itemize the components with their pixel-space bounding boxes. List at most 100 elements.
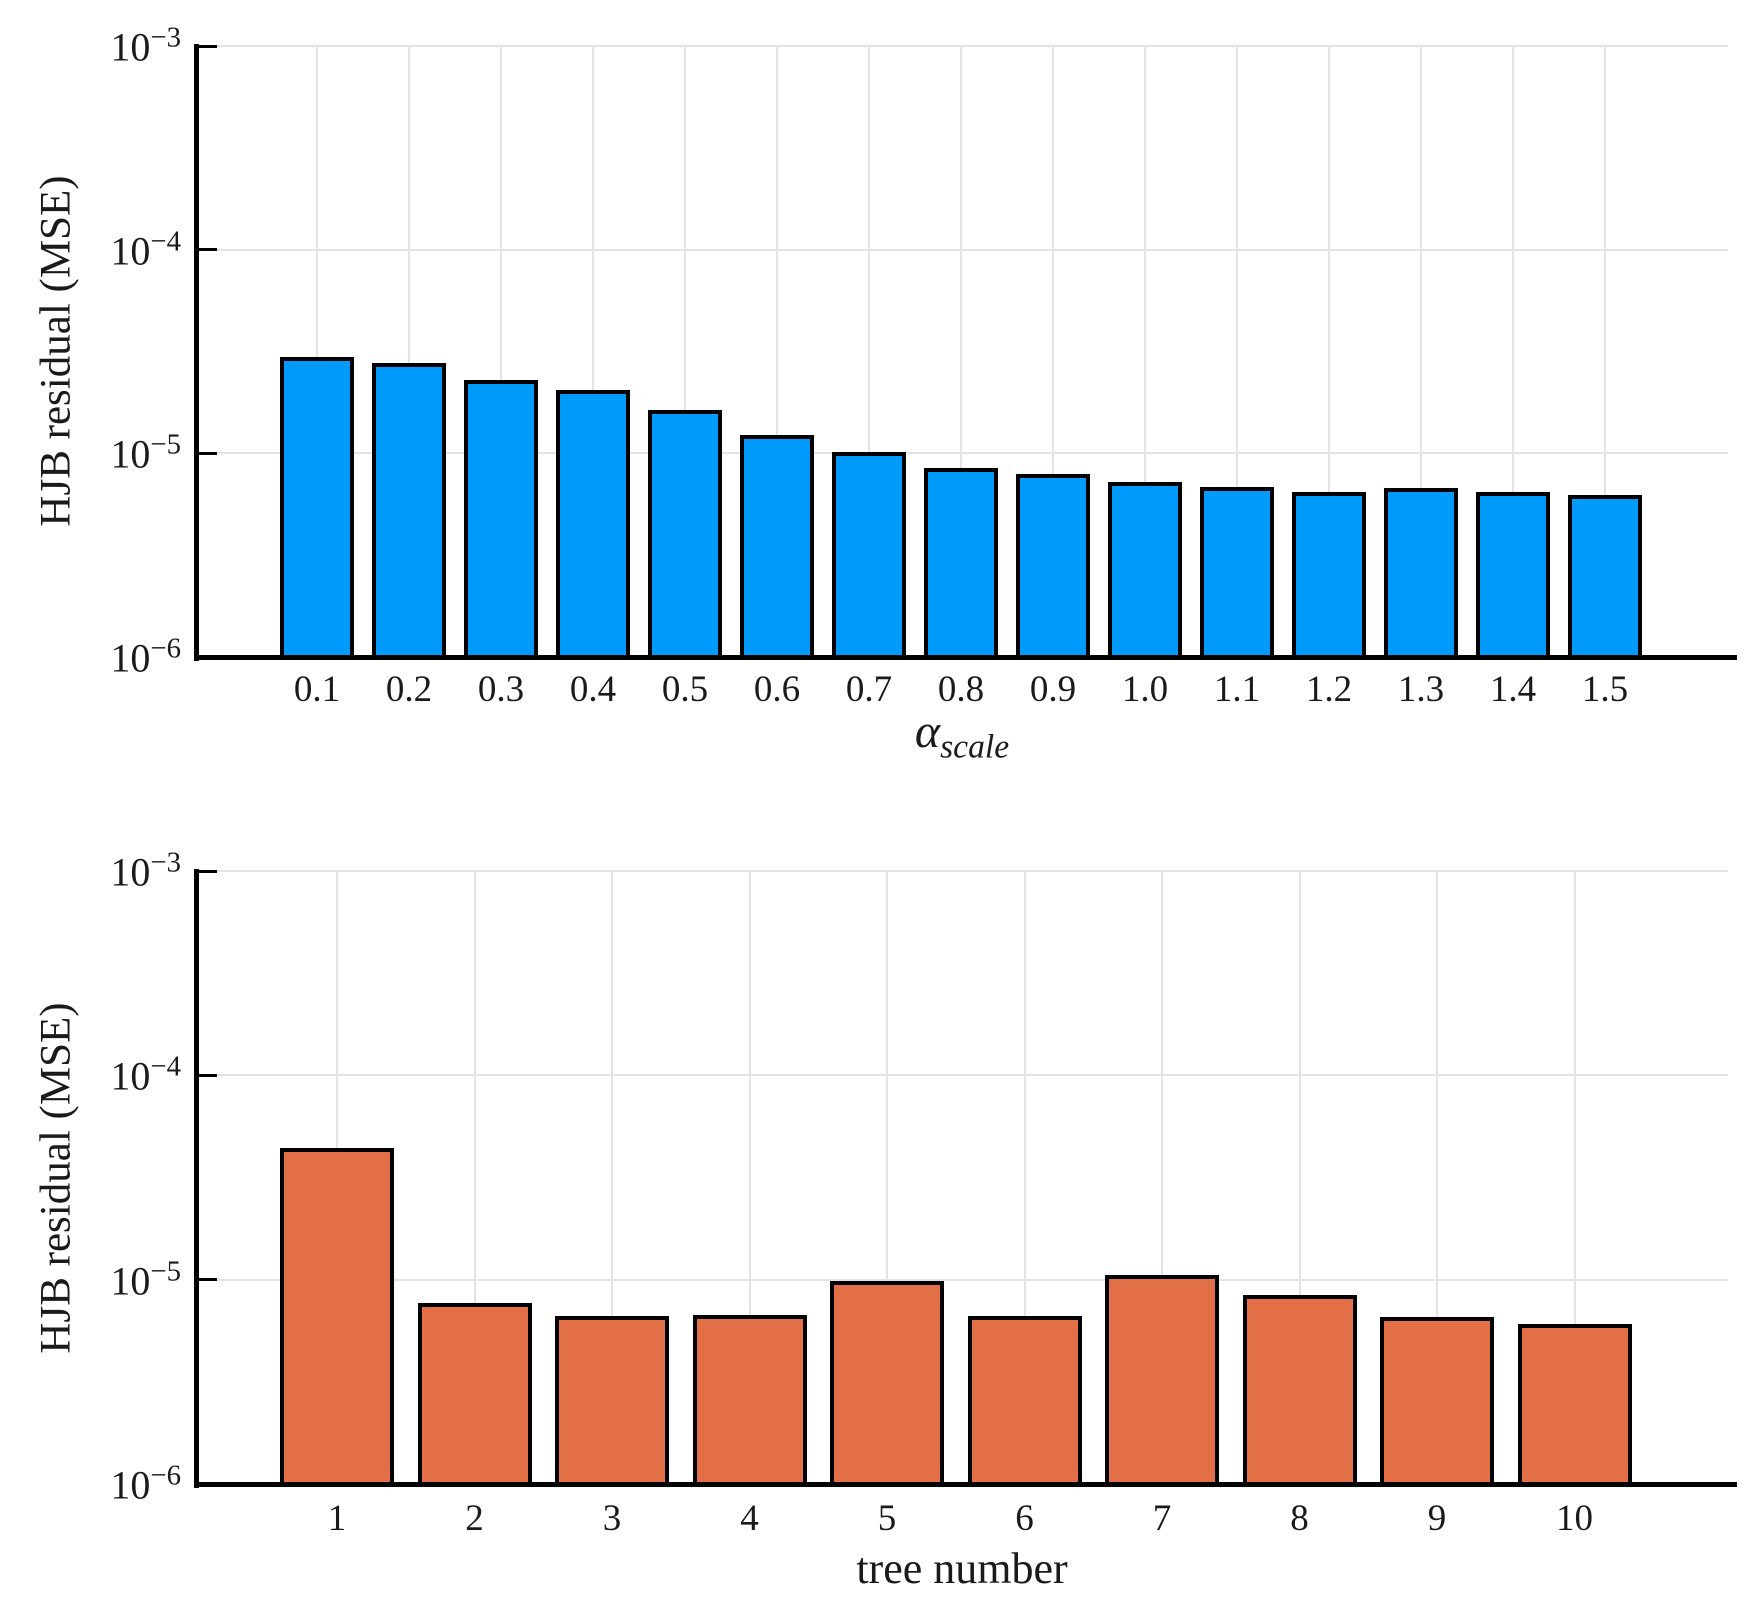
y-tick	[197, 248, 217, 252]
bar-10	[1517, 1324, 1632, 1486]
alpha-subscript: scale	[940, 728, 1010, 766]
x-tick-label: 10	[1556, 1498, 1593, 1539]
bar-0.5	[648, 409, 722, 659]
bar-1	[280, 1148, 394, 1486]
y-tick-exponent: −4	[150, 1050, 181, 1083]
v-gridline	[500, 46, 502, 657]
h-gridline	[197, 248, 1728, 251]
v-gridline	[1298, 871, 1301, 1484]
x-tick-label: 4	[740, 1498, 759, 1539]
x-tick-label: 5	[877, 1498, 897, 1539]
bar-9	[1380, 1317, 1494, 1486]
v-gridline	[473, 871, 476, 1484]
y-tick-exponent: −5	[150, 428, 181, 461]
y-tick-label: 10−5	[110, 1255, 181, 1304]
x-tick-label: 0.4	[569, 669, 617, 710]
h-gridline	[197, 1278, 1728, 1281]
bar-0.8	[924, 467, 998, 659]
v-gridline	[776, 46, 778, 657]
x-tick-label: 9	[1427, 1498, 1447, 1539]
x-tick-label: 6	[1015, 1498, 1034, 1539]
h-gridline	[197, 45, 1728, 47]
y-tick	[197, 44, 217, 48]
x-tick-label: 1.3	[1397, 669, 1445, 710]
bar-0.9	[1016, 474, 1090, 659]
y-tick-exponent: −3	[150, 846, 181, 879]
x-tick-label: 0.6	[753, 669, 801, 710]
y-tick-mantissa: 10	[110, 431, 151, 477]
bar-0.1	[280, 357, 354, 659]
v-gridline	[748, 871, 751, 1484]
v-gridline	[1512, 46, 1514, 657]
x-tick-label: 7	[1152, 1498, 1172, 1539]
x-axis-label-alpha-scale: αscale	[915, 704, 1009, 767]
x-axis-line	[194, 655, 1737, 660]
y-tick-mantissa: 10	[110, 1258, 151, 1304]
bar-1.5	[1568, 495, 1642, 659]
x-tick-label: 1.5	[1581, 669, 1629, 710]
x-tick-label: 1	[327, 1498, 347, 1539]
y-axis-label: HJB residual (MSE)	[32, 1002, 80, 1354]
bar-1.3	[1384, 488, 1458, 659]
v-gridline	[408, 46, 410, 657]
y-tick-label: 10−4	[110, 1051, 181, 1100]
bar-1.0	[1108, 481, 1182, 659]
y-tick	[197, 869, 217, 873]
y-tick	[197, 1073, 217, 1077]
x-tick-label: 8	[1290, 1498, 1309, 1539]
x-tick-label: 0.7	[845, 669, 893, 710]
y-tick	[197, 451, 217, 455]
h-gridline	[197, 870, 1728, 872]
y-tick-label: 10−6	[110, 632, 181, 681]
x-axis-line	[194, 1482, 1737, 1487]
y-tick-exponent: −6	[150, 1459, 181, 1492]
x-tick-label: 1.1	[1213, 669, 1261, 710]
y-tick-mantissa: 10	[110, 635, 151, 681]
y-tick-label: 10−5	[110, 429, 181, 478]
alpha-scale-bar-chart: HJB residual (MSE) αscale 10−3 10−4 10−5 10…	[32, 21, 1737, 767]
y-tick-mantissa: 10	[110, 228, 151, 274]
bar-0.3	[464, 379, 538, 659]
x-tick-label: 0.1	[293, 669, 341, 710]
v-gridline	[960, 46, 962, 657]
bar-0.4	[556, 390, 630, 659]
alpha-symbol: α	[914, 705, 941, 758]
bar-3	[555, 1315, 669, 1486]
v-gridline	[316, 46, 318, 657]
x-tick-label: 0.9	[1029, 669, 1077, 710]
x-tick-label: 1.2	[1305, 669, 1353, 710]
v-gridline	[1436, 871, 1438, 1484]
v-gridline	[1161, 871, 1163, 1484]
v-gridline	[868, 46, 870, 657]
x-tick-label: 0.2	[385, 669, 433, 710]
v-gridline	[1052, 46, 1054, 657]
bar-1.1	[1200, 486, 1274, 659]
v-gridline	[592, 46, 594, 657]
y-tick-exponent: −6	[150, 632, 181, 665]
y-tick-label: 10−4	[110, 225, 181, 274]
y-tick	[197, 1278, 217, 1282]
y-tick-label: 10−3	[110, 846, 181, 895]
bar-4	[692, 1314, 807, 1486]
v-gridline	[1144, 46, 1146, 657]
v-gridline	[1604, 46, 1606, 657]
x-tick-label: 2	[465, 1498, 484, 1539]
bar-1.2	[1292, 492, 1366, 659]
h-gridline	[197, 452, 1728, 455]
tree-number-bar-chart: HJB residual (MSE) tree number 10−3 10−4 1…	[0, 807, 1748, 1614]
x-tick-label: 1.0	[1121, 669, 1169, 710]
y-tick-label: 10−3	[110, 21, 181, 70]
y-axis-label: HJB residual (MSE)	[32, 175, 80, 527]
x-tick-label: 0.3	[477, 669, 525, 710]
v-gridline	[1328, 46, 1330, 657]
v-gridline	[1236, 46, 1238, 657]
x-tick-label: 0.5	[661, 669, 709, 710]
v-gridline	[1573, 871, 1576, 1484]
y-axis-line	[194, 44, 199, 661]
v-gridline	[684, 46, 686, 657]
bar-2	[417, 1303, 532, 1486]
h-gridline	[197, 1074, 1728, 1077]
bar-0.6	[740, 435, 814, 659]
y-tick-exponent: −3	[150, 21, 181, 54]
